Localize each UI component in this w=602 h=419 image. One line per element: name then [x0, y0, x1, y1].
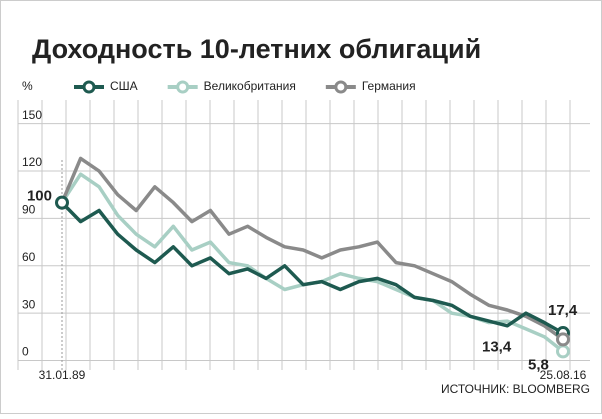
- y-tick-label: 150: [22, 108, 42, 122]
- legend-label: США: [110, 79, 138, 93]
- x-tick-label: 31.01.89: [39, 368, 86, 382]
- end-marker: [556, 332, 570, 347]
- legend-marker: [82, 80, 96, 94]
- legend-label: Германия: [362, 79, 416, 93]
- x-tick-label: 25.08.16: [540, 368, 587, 382]
- y-tick-label: 120: [22, 155, 42, 169]
- y-tick-label: 90: [22, 203, 36, 217]
- chart-title: Доходность 10-летних облигаций: [32, 34, 481, 64]
- legend-label: Великобритания: [204, 79, 296, 93]
- source: ИСТОЧНИК: BLOOMBERG: [441, 382, 590, 396]
- y-axis-label: %: [22, 79, 33, 93]
- start-marker: [55, 195, 69, 210]
- value-label: 100: [27, 188, 52, 205]
- end-marker: [556, 344, 570, 359]
- series-line: [60, 201, 564, 335]
- legend-marker: [334, 80, 348, 94]
- series-line: [60, 156, 565, 341]
- value-label: 13,4: [482, 338, 512, 355]
- y-tick-label: 30: [22, 297, 36, 311]
- legend-marker: [176, 80, 190, 94]
- value-label: 5,8: [528, 356, 549, 373]
- y-tick-label: 60: [22, 250, 36, 264]
- value-label: 17,4: [548, 302, 578, 319]
- y-tick-label: 0: [22, 345, 29, 359]
